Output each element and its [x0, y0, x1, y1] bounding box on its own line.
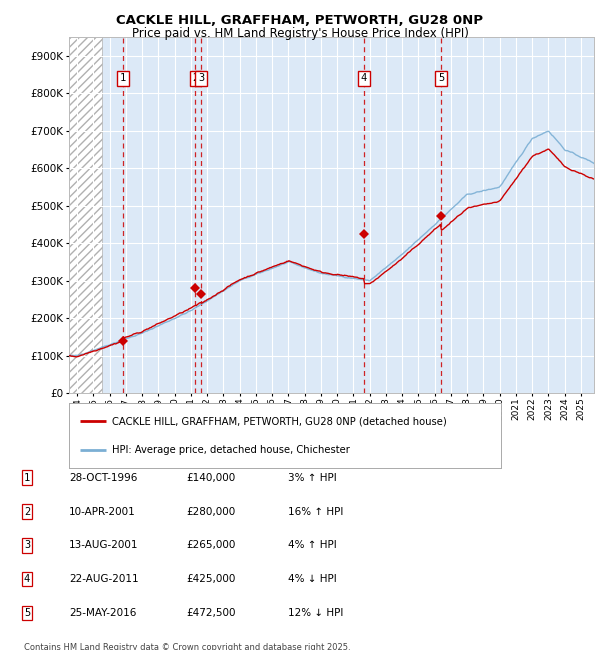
- Text: 5: 5: [438, 73, 445, 83]
- Text: HPI: Average price, detached house, Chichester: HPI: Average price, detached house, Chic…: [112, 445, 350, 455]
- Text: 4: 4: [24, 574, 30, 584]
- Text: £280,000: £280,000: [186, 506, 235, 517]
- Text: 1: 1: [24, 473, 30, 483]
- Text: 28-OCT-1996: 28-OCT-1996: [69, 473, 137, 483]
- Text: 1: 1: [120, 73, 126, 83]
- Text: 2: 2: [24, 506, 30, 517]
- Text: 5: 5: [24, 608, 30, 618]
- Text: £425,000: £425,000: [186, 574, 235, 584]
- Text: £472,500: £472,500: [186, 608, 235, 618]
- Text: 12% ↓ HPI: 12% ↓ HPI: [288, 608, 343, 618]
- Text: CACKLE HILL, GRAFFHAM, PETWORTH, GU28 0NP (detached house): CACKLE HILL, GRAFFHAM, PETWORTH, GU28 0N…: [112, 416, 447, 426]
- Text: £140,000: £140,000: [186, 473, 235, 483]
- Text: 2: 2: [192, 73, 199, 83]
- Text: 22-AUG-2011: 22-AUG-2011: [69, 574, 139, 584]
- Text: 3: 3: [24, 540, 30, 551]
- Text: 4% ↑ HPI: 4% ↑ HPI: [288, 540, 337, 551]
- Text: 3: 3: [198, 73, 204, 83]
- Text: 10-APR-2001: 10-APR-2001: [69, 506, 136, 517]
- Text: Price paid vs. HM Land Registry's House Price Index (HPI): Price paid vs. HM Land Registry's House …: [131, 27, 469, 40]
- Text: Contains HM Land Registry data © Crown copyright and database right 2025.: Contains HM Land Registry data © Crown c…: [24, 644, 350, 650]
- Text: 25-MAY-2016: 25-MAY-2016: [69, 608, 136, 618]
- Text: £265,000: £265,000: [186, 540, 235, 551]
- Text: 13-AUG-2001: 13-AUG-2001: [69, 540, 139, 551]
- Bar: [69, 37, 101, 393]
- Text: 3% ↑ HPI: 3% ↑ HPI: [288, 473, 337, 483]
- Text: CACKLE HILL, GRAFFHAM, PETWORTH, GU28 0NP: CACKLE HILL, GRAFFHAM, PETWORTH, GU28 0N…: [116, 14, 484, 27]
- Text: 4% ↓ HPI: 4% ↓ HPI: [288, 574, 337, 584]
- Text: 16% ↑ HPI: 16% ↑ HPI: [288, 506, 343, 517]
- Text: 4: 4: [361, 73, 367, 83]
